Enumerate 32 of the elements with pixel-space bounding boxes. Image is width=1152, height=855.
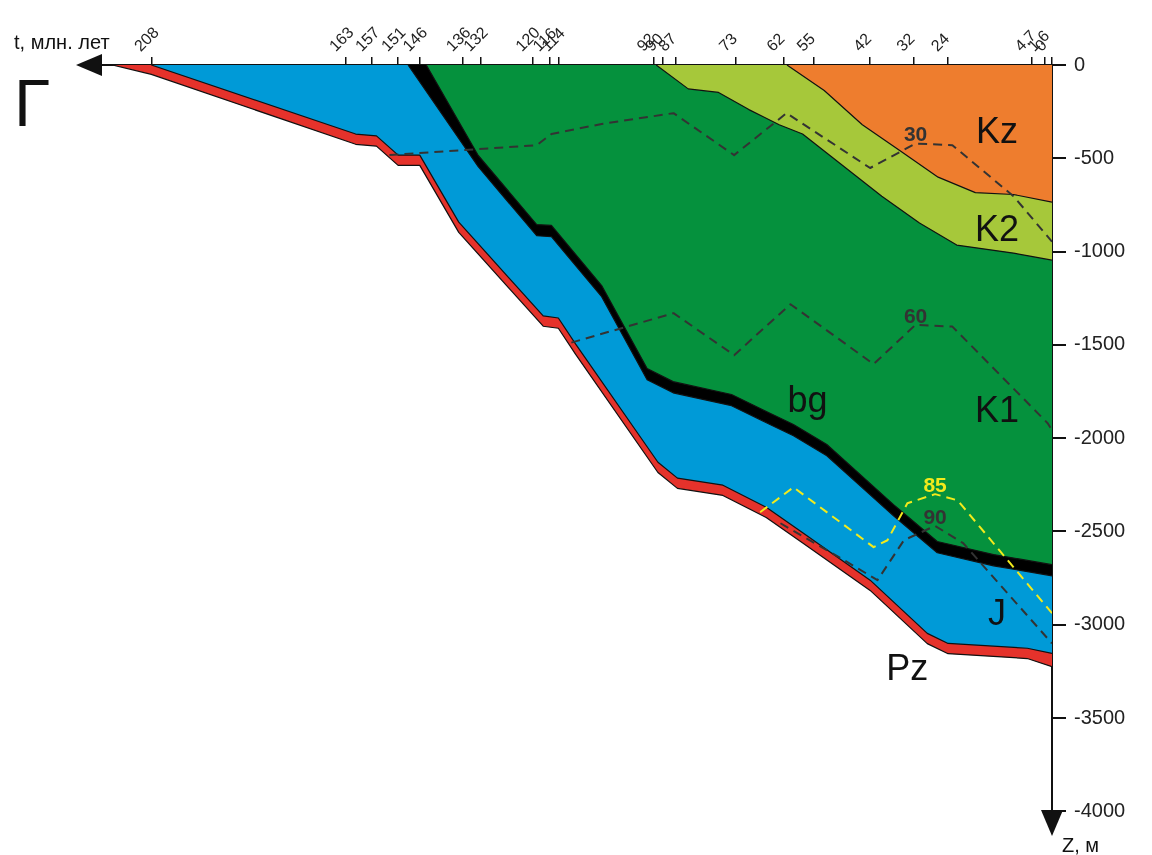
x-tick-label: 55 bbox=[793, 29, 819, 55]
x-axis-title: t, млн. лет bbox=[14, 31, 110, 53]
series-label: K2 bbox=[974, 208, 1020, 250]
y-tick-label: -1500 bbox=[1074, 332, 1126, 355]
y-tick-label: -2000 bbox=[1074, 425, 1126, 448]
series-label: Kz bbox=[975, 110, 1019, 152]
y-tick-label: 0 bbox=[1074, 52, 1086, 75]
y-axis-title: Z, м bbox=[1062, 834, 1100, 855]
series-label: Pz bbox=[886, 646, 929, 688]
x-tick-label: 24 bbox=[927, 29, 953, 55]
series-label: bg bbox=[787, 378, 828, 420]
series-label: 30 bbox=[903, 122, 928, 146]
y-tick-label: -3000 bbox=[1074, 612, 1126, 635]
y-tick-label: -4000 bbox=[1074, 798, 1126, 821]
series-label: K1 bbox=[974, 389, 1020, 431]
y-tick-label: -500 bbox=[1074, 145, 1115, 168]
series-label: 90 bbox=[923, 504, 947, 528]
series-label: J bbox=[988, 591, 1006, 633]
y-tick-label: -1000 bbox=[1074, 239, 1126, 262]
x-tick-label: 32 bbox=[893, 29, 918, 55]
x-tick-label: 163 bbox=[325, 23, 357, 55]
x-tick-label: 62 bbox=[763, 29, 788, 55]
series-label: 85 bbox=[923, 472, 948, 496]
series-label: 60 bbox=[903, 303, 928, 327]
x-tick-label: 42 bbox=[849, 29, 875, 55]
line-series bbox=[779, 522, 1052, 645]
y-tick-label: -3500 bbox=[1074, 705, 1126, 728]
text: Г bbox=[14, 66, 50, 140]
line-series bbox=[388, 112, 1052, 243]
x-tick-label: 73 bbox=[715, 29, 741, 55]
x-tick-label: 208 bbox=[130, 23, 162, 55]
y-tick-label: -2500 bbox=[1074, 518, 1126, 541]
